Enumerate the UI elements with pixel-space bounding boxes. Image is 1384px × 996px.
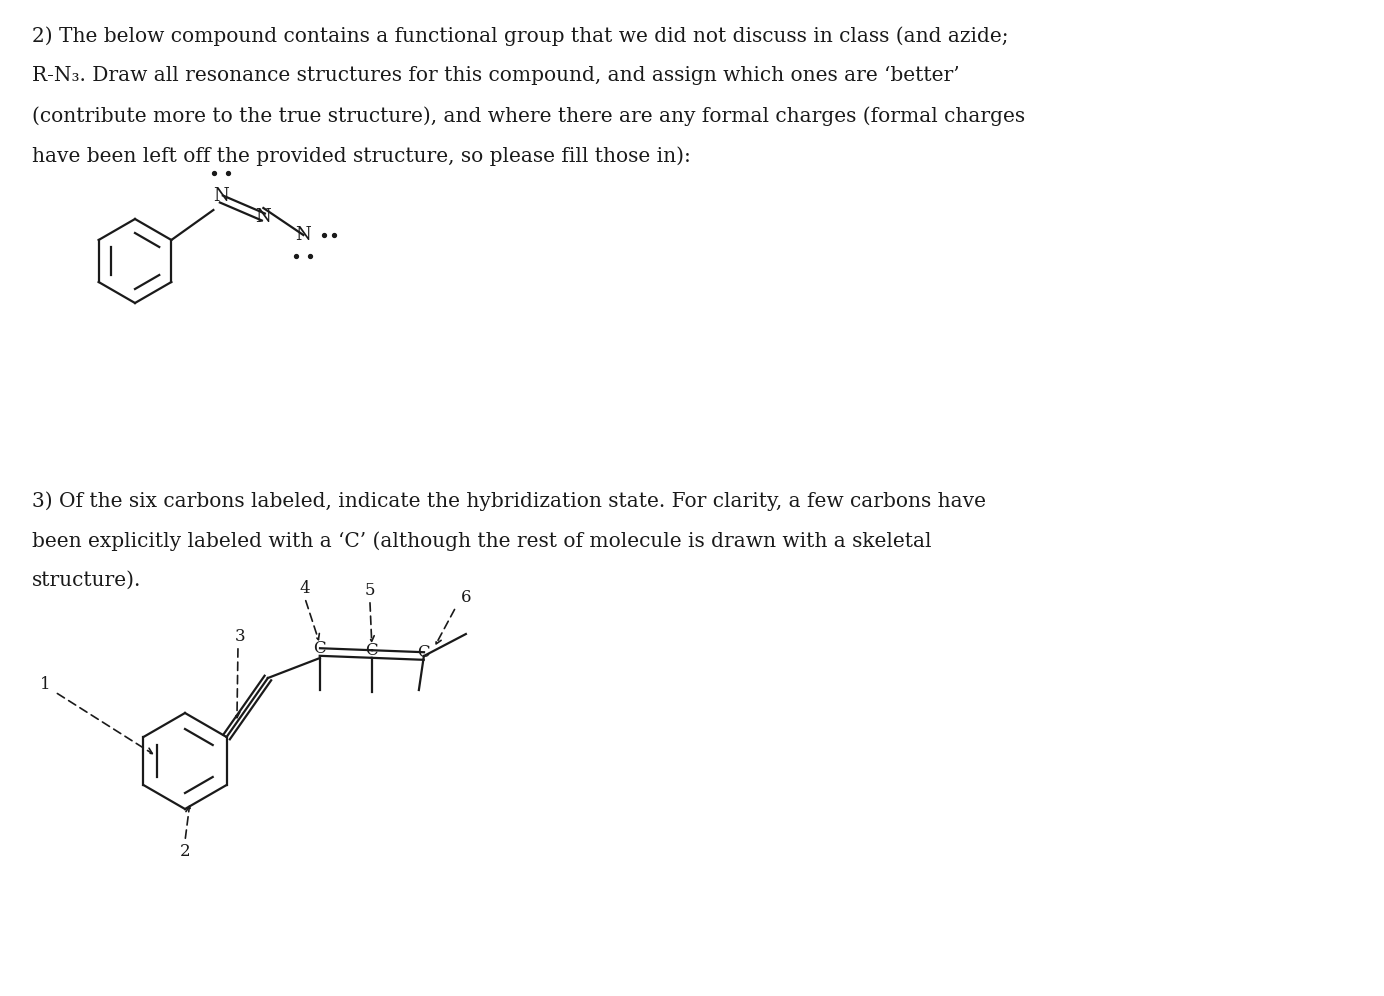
Text: 6: 6	[461, 589, 471, 606]
Text: 4: 4	[299, 580, 310, 597]
Text: 5: 5	[364, 582, 375, 599]
Text: R-N₃. Draw all resonance structures for this compound, and assign which ones are: R-N₃. Draw all resonance structures for …	[32, 66, 959, 85]
Text: N: N	[256, 208, 271, 226]
Text: been explicitly labeled with a ‘C’ (although the rest of molecule is drawn with : been explicitly labeled with a ‘C’ (alth…	[32, 531, 931, 551]
Text: 3: 3	[235, 627, 245, 644]
Text: C: C	[418, 644, 430, 661]
Text: have been left off the provided structure, so please fill those in):: have been left off the provided structur…	[32, 146, 691, 165]
Text: 2) The below compound contains a functional group that we did not discuss in cla: 2) The below compound contains a functio…	[32, 26, 1009, 46]
Text: C: C	[314, 640, 327, 657]
Text: N: N	[213, 187, 230, 205]
Text: 3) Of the six carbons labeled, indicate the hybridization state. For clarity, a : 3) Of the six carbons labeled, indicate …	[32, 491, 985, 511]
Text: structure).: structure).	[32, 571, 141, 590]
Text: (contribute more to the true structure), and where there are any formal charges : (contribute more to the true structure),…	[32, 106, 1026, 125]
Text: 1: 1	[40, 675, 50, 692]
Text: N: N	[296, 226, 311, 244]
Text: C: C	[365, 642, 378, 659]
Text: 2: 2	[180, 843, 191, 860]
